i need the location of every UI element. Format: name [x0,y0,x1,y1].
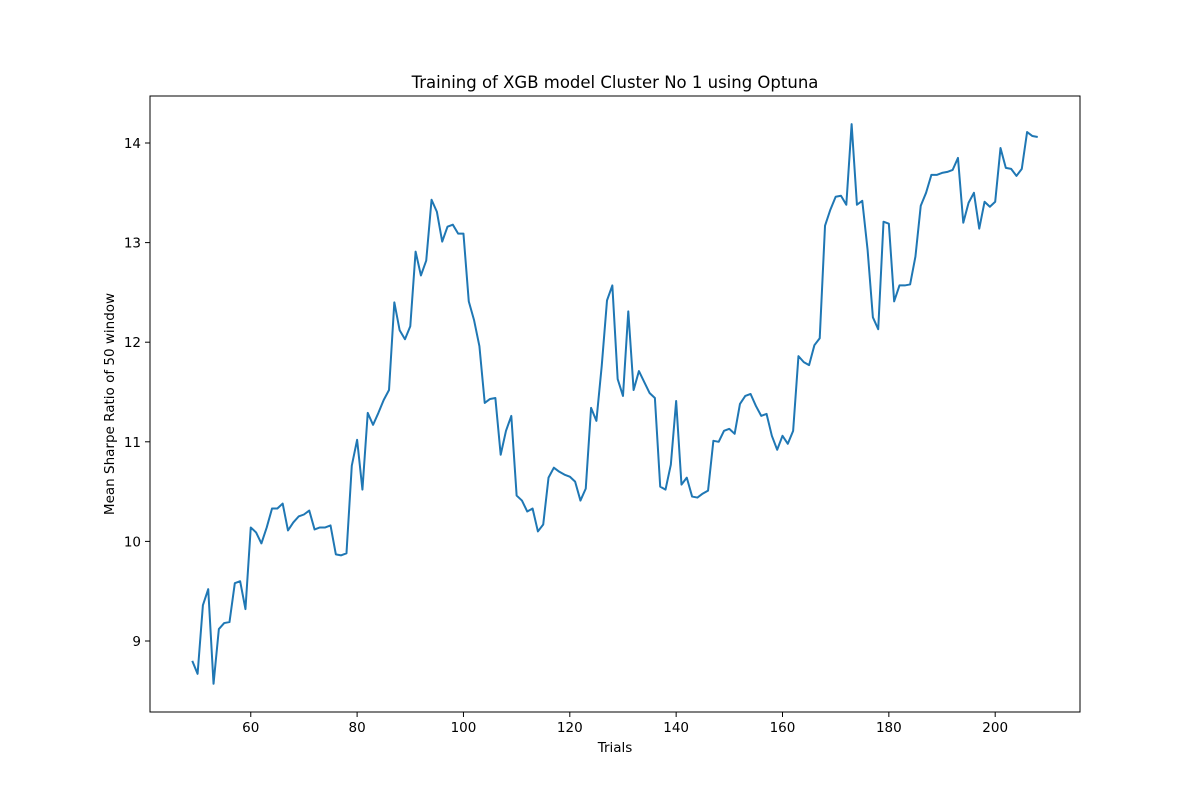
y-tick-label: 10 [124,534,141,550]
y-axis-label: Mean Sharpe Ratio of 50 window [102,293,118,515]
line [191,123,1038,685]
y-tick-label: 9 [132,634,141,650]
x-tick-label: 200 [982,720,1008,736]
chart-title: Training of XGB model Cluster No 1 using… [411,73,819,92]
y-tick-label: 11 [124,435,141,451]
y-tick-label: 14 [124,136,141,152]
x-tick-label: 180 [876,720,902,736]
x-tick-label: 120 [557,720,583,736]
x-tick-label: 160 [770,720,796,736]
x-axis-label: Trials [597,740,633,756]
plot-frame [149,95,1081,713]
y-tick-label: 12 [124,335,141,351]
x-tick-label: 140 [663,720,689,736]
x-tick-label: 60 [242,720,259,736]
x-tick-label: 100 [451,720,477,736]
x-tick-label: 80 [349,720,366,736]
y-tick-label: 13 [124,236,141,252]
